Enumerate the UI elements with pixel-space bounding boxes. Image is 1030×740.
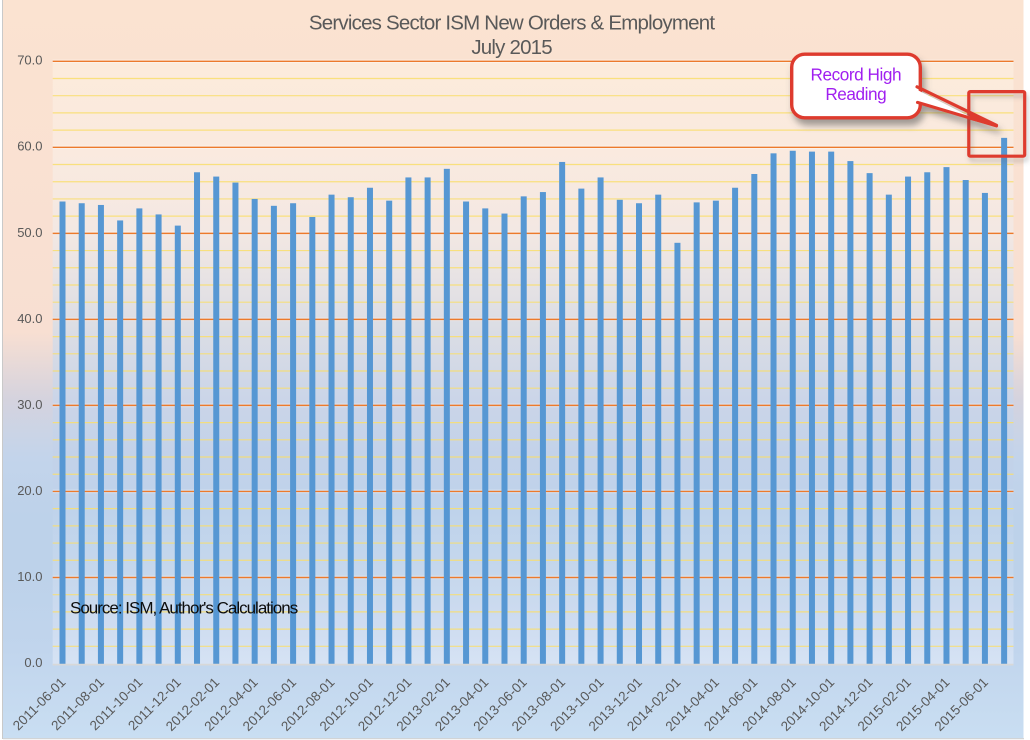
svg-text:60.0: 60.0 — [17, 139, 42, 154]
svg-text:70.0: 70.0 — [17, 53, 42, 68]
svg-text:50.0: 50.0 — [17, 225, 42, 240]
svg-text:20.0: 20.0 — [17, 483, 42, 498]
svg-text:Reading: Reading — [825, 84, 886, 104]
svg-text:Source: ISM, Author's Calculat: Source: ISM, Author's Calculations — [70, 599, 298, 618]
svg-text:10.0: 10.0 — [17, 569, 42, 584]
svg-text:July 2015: July 2015 — [471, 36, 552, 59]
svg-text:Services Sector ISM New Orders: Services Sector ISM New Orders & Employm… — [309, 12, 715, 35]
svg-text:Record High: Record High — [811, 65, 902, 85]
svg-text:30.0: 30.0 — [17, 397, 42, 412]
svg-text:0.0: 0.0 — [24, 655, 42, 670]
svg-text:40.0: 40.0 — [17, 311, 42, 326]
